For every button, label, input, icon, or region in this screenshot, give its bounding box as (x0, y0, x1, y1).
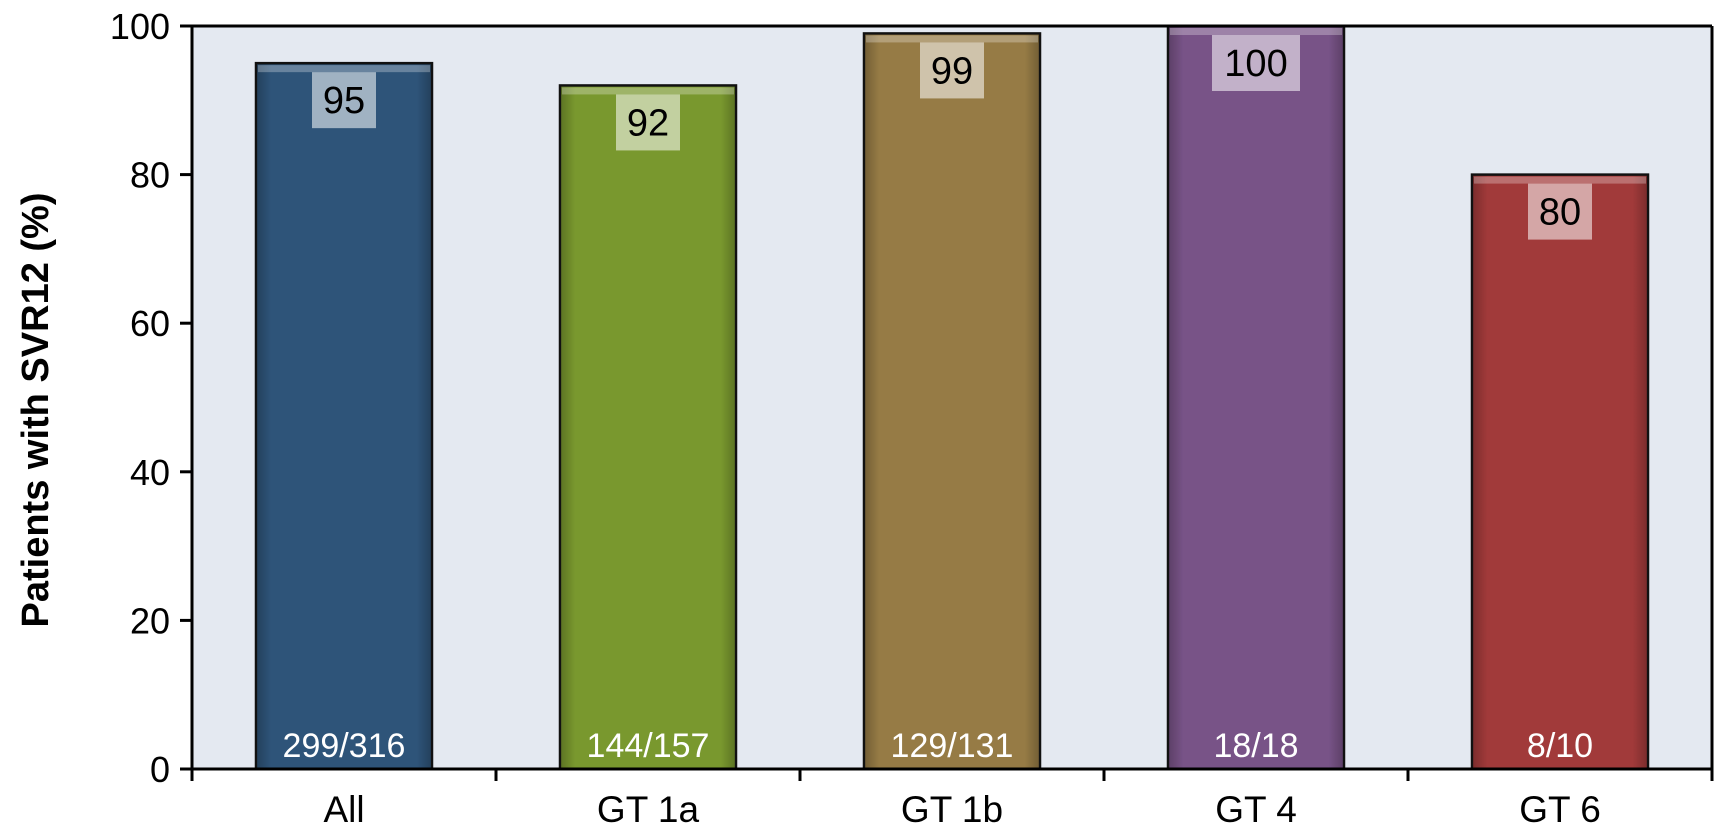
value-label-box (616, 94, 680, 151)
x-tick-label: GT 6 (1519, 789, 1601, 828)
count-label: 299/316 (283, 727, 406, 765)
y-tick-label: 80 (130, 155, 170, 196)
value-label-box (920, 42, 984, 99)
value-label-box (1212, 35, 1300, 91)
value-label: 92 (627, 102, 669, 144)
bar-bevel-shade (1473, 176, 1647, 768)
count-label: 18/18 (1213, 727, 1298, 765)
bar-bevel-shade (561, 86, 735, 768)
x-tick-label: All (323, 789, 364, 828)
value-label: 99 (931, 50, 973, 92)
bar-top-highlight (1170, 28, 1342, 35)
x-tick-label: GT 1b (901, 789, 1003, 828)
value-label-box (312, 72, 376, 129)
count-label: 8/10 (1527, 727, 1593, 765)
y-tick-label: 100 (110, 6, 170, 47)
y-axis-label: Patients with SVR12 (%) (15, 193, 57, 628)
y-tick-label: 0 (150, 749, 170, 790)
bar-group: 95 299/316 (254, 61, 434, 771)
y-tick-label: 60 (130, 303, 170, 344)
bar-bevel-shade (865, 34, 1039, 768)
bar-bevel-shade (1169, 27, 1343, 768)
bar-group: 99 129/131 (862, 32, 1042, 771)
value-label-box (1528, 183, 1592, 240)
value-label: 100 (1224, 43, 1287, 85)
count-label: 144/157 (587, 727, 710, 765)
y-tick-label: 40 (130, 452, 170, 493)
bar-top-highlight (866, 35, 1038, 43)
value-label: 95 (323, 80, 365, 122)
x-tick-label: GT 1a (597, 789, 700, 828)
bar-group: 92 144/157 (558, 84, 738, 771)
x-tick-label: GT 4 (1215, 789, 1297, 828)
y-tick-label: 20 (130, 600, 170, 641)
bar-group: 80 8/10 (1470, 173, 1650, 771)
bar-top-highlight (562, 87, 734, 95)
bar-group: 100 18/18 (1166, 24, 1346, 771)
value-label: 80 (1539, 192, 1581, 234)
bar-bevel-shade (257, 64, 431, 768)
bar-top-highlight (258, 65, 430, 73)
bar-top-highlight (1474, 176, 1646, 184)
count-label: 129/131 (891, 727, 1014, 765)
